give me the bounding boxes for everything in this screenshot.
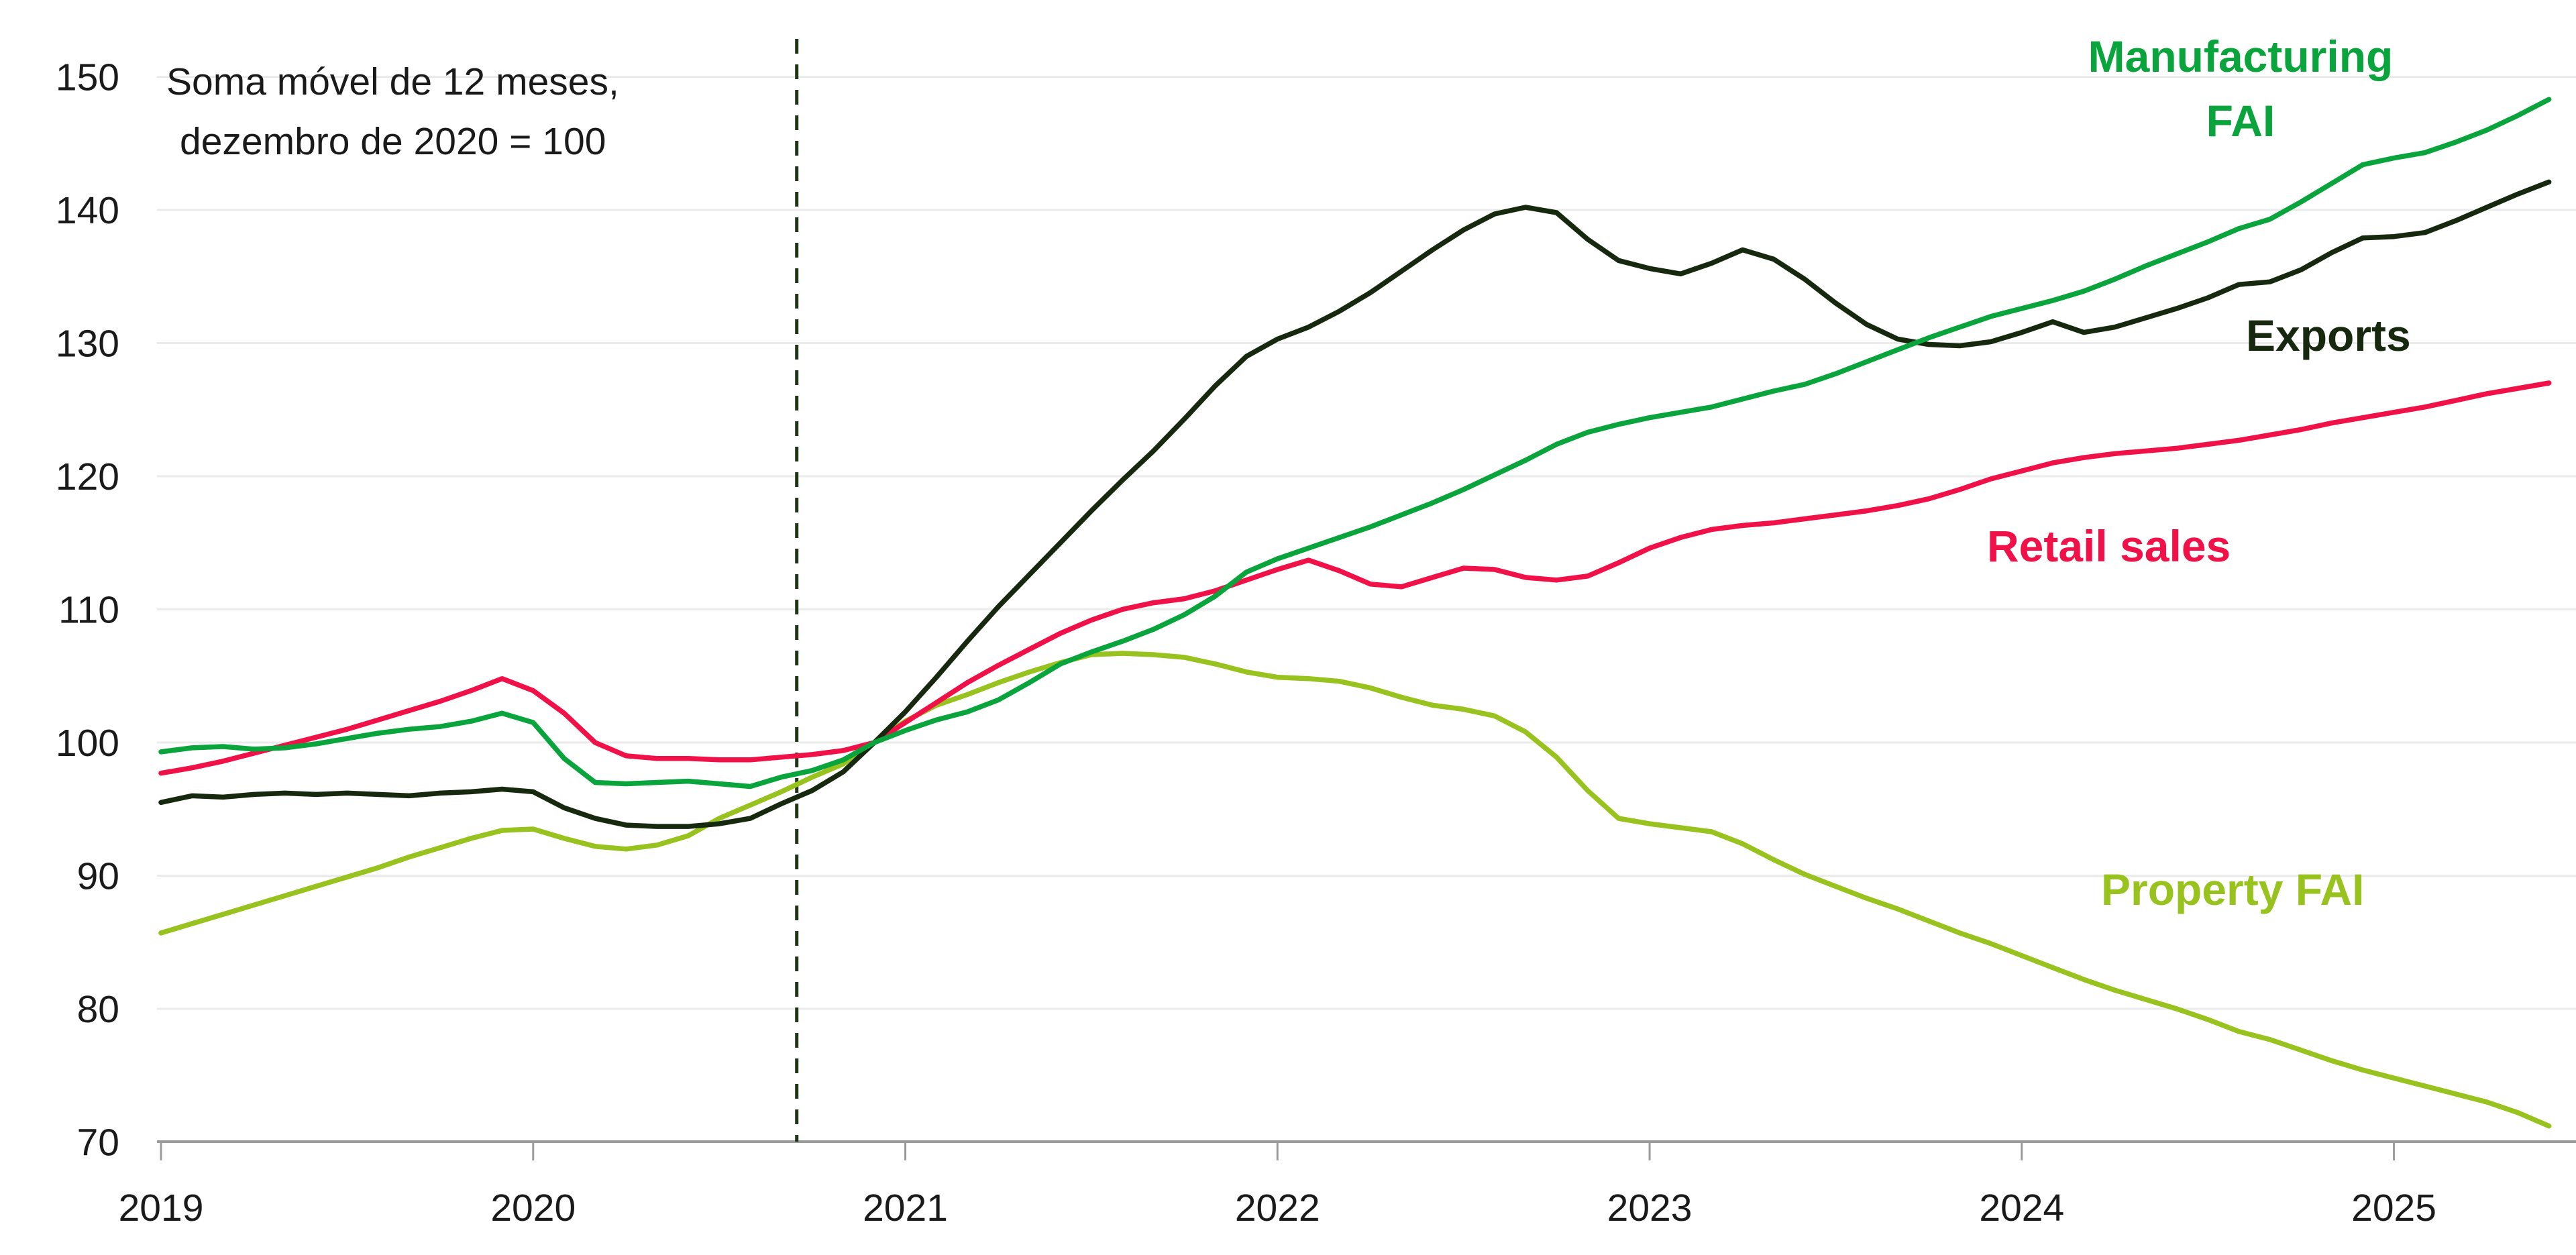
annotation-line2: dezembro de 2020 = 100 bbox=[180, 120, 606, 163]
chart-annotation: Soma móvel de 12 meses, dezembro de 2020… bbox=[166, 52, 619, 172]
y-axis-label-100: 100 bbox=[56, 722, 119, 765]
legend-manufacturing-line1: Manufacturing bbox=[2088, 32, 2394, 81]
y-axis-label-90: 90 bbox=[77, 855, 119, 898]
legend-manufacturing-line2: FAI bbox=[2206, 96, 2275, 146]
annotation-line1: Soma móvel de 12 meses, bbox=[166, 60, 619, 103]
legend-label-retail-sales: Retail sales bbox=[1987, 521, 2231, 571]
x-axis-label-2022: 2022 bbox=[1235, 1187, 1320, 1230]
series-line-property-fai bbox=[158, 651, 2552, 1129]
y-axis-label-110: 110 bbox=[58, 589, 119, 632]
legend-label-exports: Exports bbox=[2246, 311, 2411, 360]
y-axis-label-80: 80 bbox=[77, 988, 119, 1031]
legend-label-property-fai: Property FAI bbox=[2101, 865, 2365, 914]
y-axis-label-70: 70 bbox=[77, 1122, 119, 1164]
x-axis-label-2024: 2024 bbox=[1979, 1187, 2064, 1230]
x-axis-label-2021: 2021 bbox=[863, 1187, 948, 1230]
x-axis-label-2019: 2019 bbox=[119, 1187, 204, 1230]
series-line-exports bbox=[158, 179, 2552, 829]
x-axis-label-2023: 2023 bbox=[1607, 1187, 1693, 1230]
series-line-retail-sales bbox=[158, 380, 2552, 776]
y-axis-label-140: 140 bbox=[56, 189, 119, 232]
y-axis-label-150: 150 bbox=[56, 56, 119, 99]
x-axis-label-2020: 2020 bbox=[490, 1187, 576, 1230]
y-axis-label-130: 130 bbox=[56, 323, 119, 366]
y-axis-label-120: 120 bbox=[56, 455, 119, 498]
x-axis-label-2025: 2025 bbox=[2351, 1187, 2436, 1230]
legend-label-manufacturing-fai: Manufacturing FAI bbox=[2066, 24, 2415, 153]
series-line-manufacturing-fai bbox=[158, 97, 2552, 789]
